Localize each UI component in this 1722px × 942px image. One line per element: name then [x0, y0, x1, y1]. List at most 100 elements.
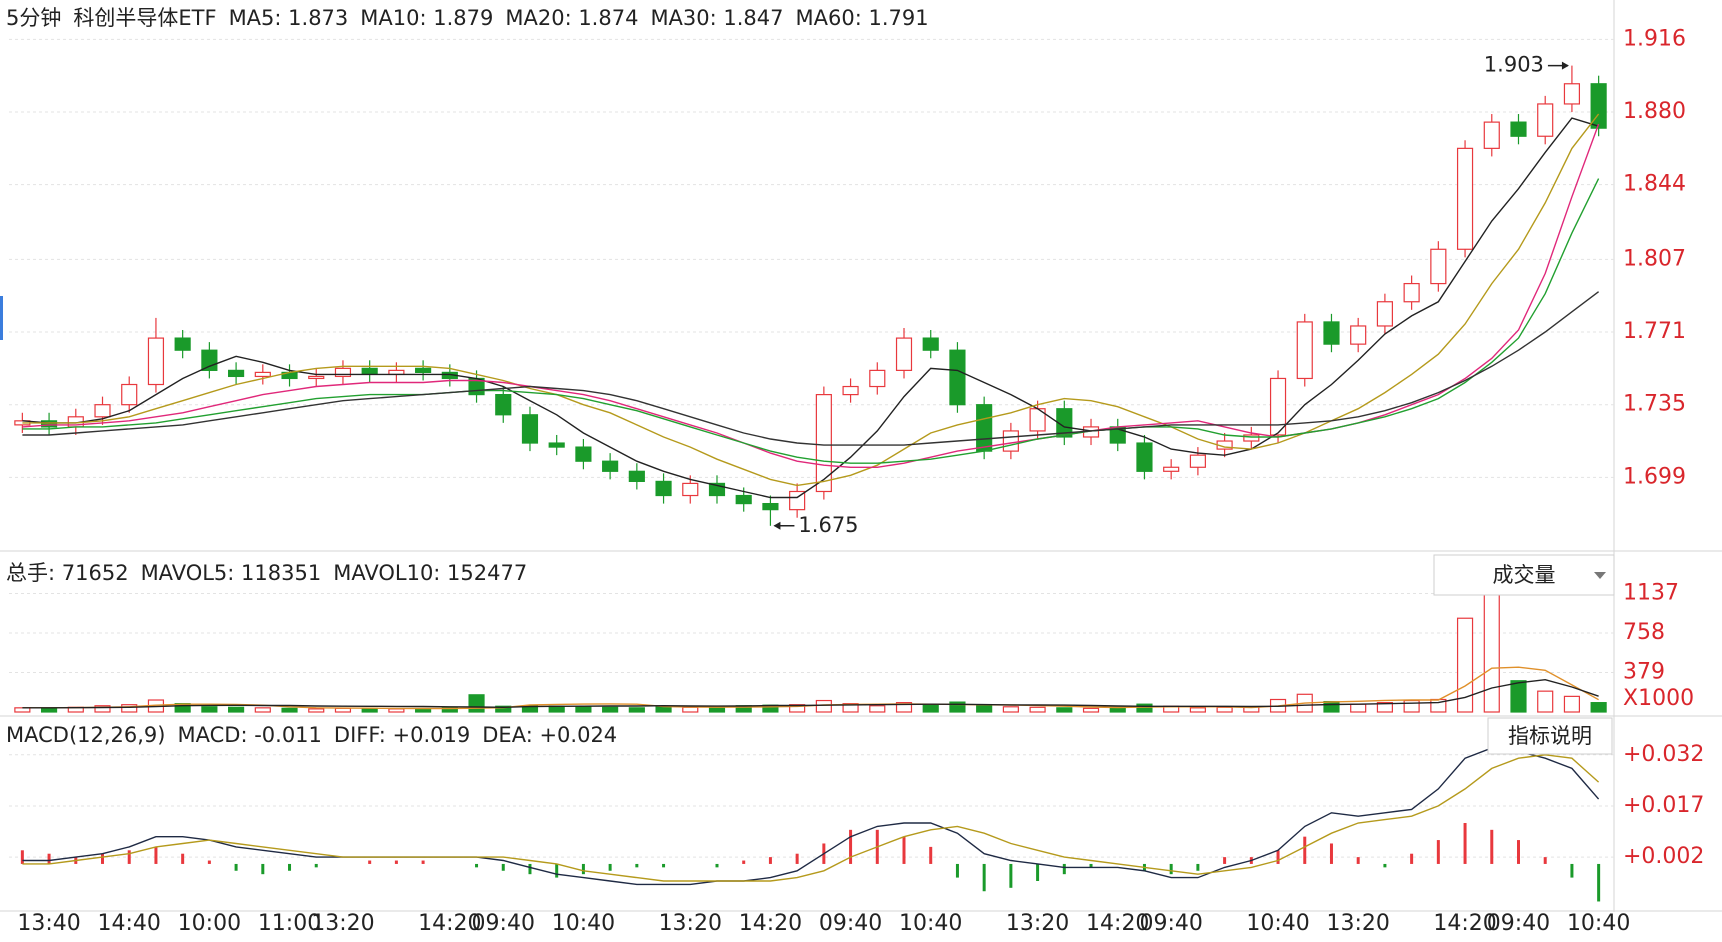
- candle-body: [1323, 321, 1340, 345]
- volume-bar: [228, 706, 245, 713]
- volume-bar: [1350, 703, 1367, 713]
- x-tick-label: 11:00: [258, 911, 321, 936]
- legend-entry: MACD: -0.011: [178, 723, 322, 747]
- volume-bar: [281, 707, 298, 713]
- volume-bar: [1483, 591, 1500, 713]
- y-tick-label: 1.699: [1623, 464, 1686, 489]
- volume-bar: [308, 708, 325, 713]
- candle-body: [361, 367, 378, 376]
- candle-body: [1350, 325, 1367, 345]
- legend-entry: 5分钟: [6, 6, 61, 30]
- candle-body: [655, 480, 672, 497]
- volume-bar: [334, 707, 352, 713]
- candle-body: [1483, 121, 1500, 149]
- legend-entry: MAVOL10: 152477: [333, 561, 527, 585]
- candle-body: [789, 490, 806, 511]
- volume-bar: [1029, 706, 1046, 713]
- volume-bar: [949, 701, 966, 713]
- x-tick-label: 10:40: [899, 911, 962, 936]
- volume-bar: [1510, 680, 1527, 713]
- candle-body: [1002, 430, 1019, 452]
- y-tick-label: +0.002: [1623, 844, 1704, 869]
- x-tick-label: 13:40: [17, 911, 80, 936]
- candle-body: [1456, 147, 1474, 250]
- candle-body: [1136, 442, 1153, 472]
- indicator-line: [22, 178, 1600, 464]
- legend-entry: MA20: 1.874: [505, 6, 638, 30]
- candle-body: [334, 367, 352, 378]
- x-tick-label: 10:40: [1567, 911, 1630, 936]
- volume-bar: [1563, 695, 1581, 713]
- candle-body: [762, 502, 779, 511]
- candle-body: [521, 414, 539, 444]
- candle-body: [254, 371, 271, 378]
- legend-entry: MA5: 1.873: [229, 6, 349, 30]
- button-box[interactable]: [1487, 717, 1613, 755]
- x-tick-label: 14:40: [98, 911, 161, 936]
- candle-body: [308, 375, 325, 380]
- legend-entry: DIFF: +0.019: [334, 723, 470, 747]
- volume-bar: [121, 704, 138, 713]
- indicator-line: [22, 113, 1600, 487]
- candle-body: [1269, 377, 1287, 436]
- volume-bar: [415, 708, 432, 713]
- candle-body: [682, 482, 699, 497]
- x-tick-label: 09:40: [819, 911, 882, 936]
- y-tick-label: +0.017: [1623, 793, 1704, 818]
- candle-body: [976, 404, 993, 452]
- candle-body: [1510, 121, 1527, 137]
- selector-label[interactable]: 成交量: [1493, 563, 1556, 587]
- y-tick-label: 1.880: [1623, 99, 1686, 124]
- candle-body: [575, 446, 592, 462]
- volume-bar: [842, 703, 859, 713]
- x-tick-label: 14:20: [739, 911, 802, 936]
- candle-body: [94, 404, 111, 418]
- candle-body: [1243, 434, 1260, 442]
- volume-bar: [1189, 707, 1206, 713]
- candle-body: [201, 349, 218, 371]
- indicator-button[interactable]: 指标说明: [1487, 717, 1613, 755]
- x-tick-label: 13:20: [1326, 911, 1389, 936]
- y-tick-label: 379: [1623, 660, 1665, 685]
- volume-selector[interactable]: 成交量: [1433, 554, 1615, 596]
- x-tick-label: 14:20: [1086, 911, 1149, 936]
- volume-bar: [468, 694, 485, 713]
- y-tick-label: 1.735: [1623, 392, 1686, 417]
- volume-bar: [1323, 700, 1340, 713]
- candle-body: [1403, 282, 1420, 303]
- x-tick-label: 14:20: [1433, 911, 1496, 936]
- max-label: 1.903: [1484, 53, 1544, 77]
- candle-body: [548, 442, 565, 448]
- button-label[interactable]: 指标说明: [1508, 724, 1592, 748]
- max-arrowhead: [1561, 61, 1569, 70]
- edge-marker: [0, 296, 3, 340]
- volume-bar: [94, 705, 111, 713]
- candle-body: [815, 394, 832, 493]
- y-tick-label: 758: [1623, 620, 1665, 645]
- x-tick-label: 09:40: [1139, 911, 1202, 936]
- dropdown-arrow[interactable]: [1594, 572, 1606, 579]
- candle-body: [842, 385, 859, 396]
- volume-bar: [254, 707, 271, 713]
- x-tick-label: 09:40: [472, 911, 535, 936]
- volume-bar: [976, 704, 993, 713]
- candle-body: [628, 470, 645, 482]
- candle-body: [1056, 408, 1073, 438]
- selector-box[interactable]: [1433, 554, 1615, 596]
- volume-bar: [602, 706, 619, 713]
- volume-bar: [388, 708, 405, 713]
- volume-bar: [1056, 707, 1073, 713]
- volume-bar: [1136, 703, 1153, 713]
- volume-bar: [1403, 699, 1420, 713]
- y-tick-label: 1.771: [1623, 319, 1686, 344]
- x-tick-label: 10:40: [552, 911, 615, 936]
- volume-bar: [548, 705, 565, 713]
- candle-body: [1537, 103, 1554, 137]
- legend-entry: MA10: 1.879: [360, 6, 493, 30]
- legend-entry: MA60: 1.791: [796, 6, 929, 30]
- indicator-line: [22, 117, 1599, 499]
- volume-bar: [1002, 706, 1019, 713]
- volume-bar: [201, 706, 218, 713]
